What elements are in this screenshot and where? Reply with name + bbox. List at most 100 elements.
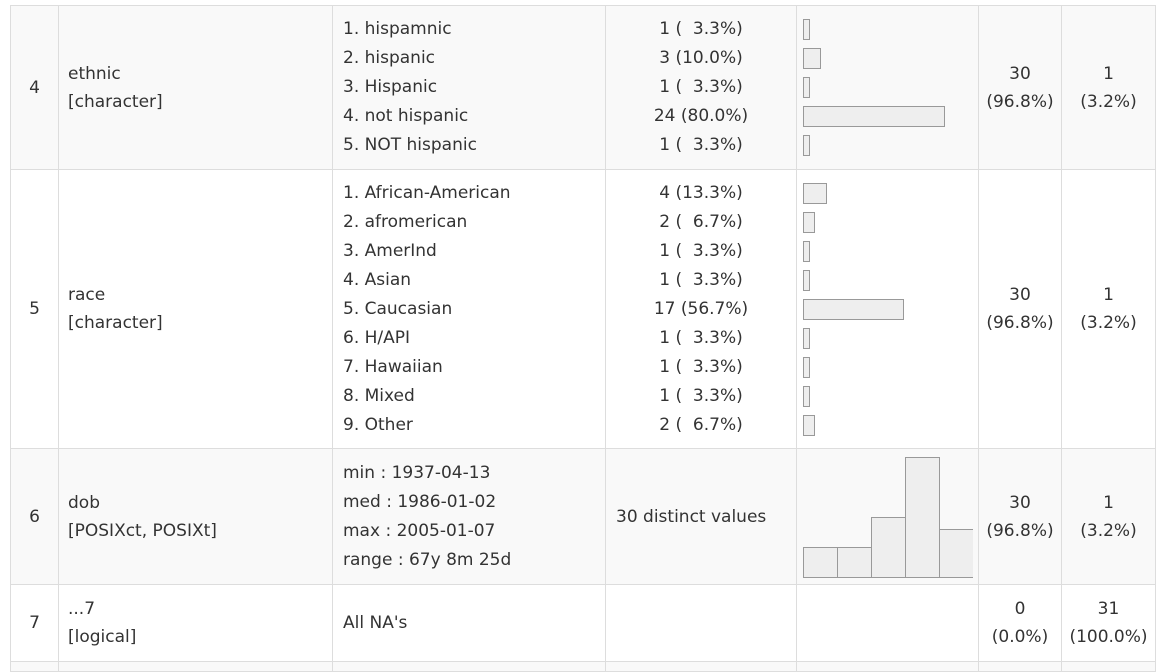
category-label: 1. African-American: [343, 182, 511, 203]
table-row: 6 dob [POSIXct, POSIXt] min : 1937-04-13…: [10, 448, 1156, 585]
stat-line: med : 1986-01-02: [343, 491, 497, 512]
frequency-value: 1 ( 3.3%): [653, 240, 743, 261]
missing-cell: 1 (3.2%): [1061, 5, 1156, 170]
variable-name: dob: [68, 492, 100, 513]
frequency-bar: [803, 182, 827, 204]
bar-graph: [803, 179, 978, 440]
stat-line: min : 1937-04-13: [343, 462, 491, 483]
valid-cell: 30 (96.8%): [978, 448, 1062, 585]
category-label: 3. Hispanic: [343, 77, 438, 97]
valid-count: 0: [1014, 599, 1026, 619]
category-label: 5. NOT hispanic: [343, 135, 477, 155]
variable-cell: ethnic [character]: [58, 5, 333, 170]
frequency-bar: [803, 135, 810, 156]
category-label: 9. Other: [343, 414, 413, 435]
frequency-value: 4 (13.3%): [653, 182, 743, 203]
variable-type: [POSIXct, POSIXt]: [68, 520, 217, 541]
stats-values-cell: 1. African-American 2. afromerican 3. Am…: [332, 169, 606, 449]
variable-name: ...7: [68, 599, 96, 619]
frequency-value: 1 ( 3.3%): [653, 327, 743, 348]
graph-cell: [796, 448, 979, 585]
category-label: 5. Caucasian: [343, 298, 453, 319]
valid-percent: (96.8%): [986, 520, 1054, 541]
category-label: 6. H/API: [343, 327, 411, 348]
histogram-bin: [871, 516, 906, 578]
stat-line: max : 2005-01-07: [343, 520, 496, 541]
frequency-bar: [803, 77, 810, 98]
frequency-bar: [803, 240, 810, 262]
variable-cell: race [character]: [58, 169, 333, 449]
frequency-bar: [803, 327, 810, 349]
all-na-text: All NA's: [343, 613, 408, 633]
frequency-value: 1 ( 3.3%): [653, 19, 743, 39]
stats-values-cell: 1. hispamnic 2. hispanic 3. Hispanic 4. …: [332, 5, 606, 170]
valid-percent: (96.8%): [986, 91, 1054, 112]
missing-percent: (3.2%): [1080, 91, 1137, 112]
frequency-value: 1 ( 3.3%): [653, 269, 743, 290]
histogram-bin: [905, 456, 940, 578]
graph-cell: [796, 5, 979, 170]
category-label: 2. hispanic: [343, 48, 436, 68]
frequency-bar: [803, 19, 810, 40]
variable-type: [character]: [68, 91, 163, 112]
histogram-bin: [837, 546, 872, 578]
valid-percent: (0.0%): [991, 627, 1049, 647]
stat-line: range : 67y 8m 25d: [343, 549, 512, 570]
valid-cell: 0 (0.0%): [978, 584, 1062, 662]
valid-count: 30: [1009, 63, 1031, 84]
summary-table: 4 ethnic [character] 1. hispamnic 2. his…: [10, 5, 1156, 672]
row-number: 6: [10, 448, 59, 585]
missing-count: 1: [1103, 63, 1114, 84]
frequency-value: 1 ( 3.3%): [653, 385, 743, 406]
valid-count: 30: [1009, 492, 1031, 513]
frequency-value: 17 (56.7%): [653, 298, 749, 319]
histogram: [803, 456, 973, 578]
variable-type: [character]: [68, 313, 163, 333]
frequency-value: 1 ( 3.3%): [653, 356, 743, 377]
category-label: 1. hispamnic: [343, 19, 452, 39]
frequency-bar: [803, 298, 904, 320]
row-number: 7: [10, 584, 59, 662]
stats-values-cell: All NA's: [332, 584, 606, 662]
category-label: 4. Asian: [343, 269, 412, 290]
valid-cell: 30 (96.8%): [978, 5, 1062, 170]
frequency-bar: [803, 269, 810, 291]
row-number: 5: [10, 169, 59, 449]
row-number: 4: [10, 5, 59, 170]
freqs-cell: [605, 584, 797, 662]
variable-name: race: [68, 285, 106, 305]
frequency-bar: [803, 106, 945, 127]
variable-name: ethnic: [68, 63, 121, 84]
missing-percent: (100.0%): [1069, 627, 1148, 647]
frequency-value: 3 (10.0%): [653, 48, 743, 68]
variable-cell: dob [POSIXct, POSIXt]: [58, 448, 333, 585]
graph-cell: [796, 584, 979, 662]
frequency-value: 1 ( 3.3%): [653, 77, 743, 97]
missing-cell: 1 (3.2%): [1061, 448, 1156, 585]
category-label: 2. afromerican: [343, 211, 468, 232]
freqs-cell: 30 distinct values: [605, 448, 797, 585]
variable-cell: ...7 [logical]: [58, 584, 333, 662]
variable-type: [logical]: [68, 627, 137, 647]
missing-count: 1: [1103, 285, 1114, 305]
category-label: 3. AmerInd: [343, 240, 437, 261]
missing-percent: (3.2%): [1080, 520, 1137, 541]
stats-values-cell: min : 1937-04-13 med : 1986-01-02 max : …: [332, 448, 606, 585]
histogram-bin: [803, 546, 838, 578]
distinct-values-text: 30 distinct values: [616, 506, 767, 527]
missing-percent: (3.2%): [1080, 313, 1137, 333]
frequency-bar: [803, 356, 810, 378]
frequency-bar: [803, 48, 821, 69]
table-row: 5 race [character] 1. African-American 2…: [10, 169, 1156, 449]
category-label: 7. Hawaiian: [343, 356, 443, 377]
valid-percent: (96.8%): [986, 313, 1054, 333]
missing-count: 1: [1103, 492, 1114, 513]
missing-count: 31: [1097, 599, 1120, 619]
frequency-value: 2 ( 6.7%): [653, 211, 743, 232]
freqs-cell: 4 (13.3%) 2 ( 6.7%) 1 ( 3.3%) 1 ( 3.3%) …: [605, 169, 797, 449]
frequency-value: 2 ( 6.7%): [653, 414, 743, 435]
histogram-bin: [939, 528, 973, 578]
category-label: 4. not hispanic: [343, 106, 469, 126]
missing-cell: 1 (3.2%): [1061, 169, 1156, 449]
bar-graph: [803, 15, 978, 160]
